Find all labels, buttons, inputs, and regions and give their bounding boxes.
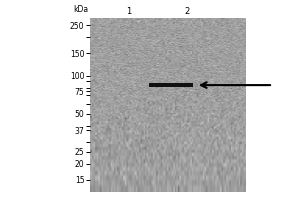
Text: kDa: kDa [74, 5, 88, 14]
Text: 2: 2 [184, 7, 189, 16]
Text: 1: 1 [126, 7, 132, 16]
Bar [149, 83, 193, 87]
